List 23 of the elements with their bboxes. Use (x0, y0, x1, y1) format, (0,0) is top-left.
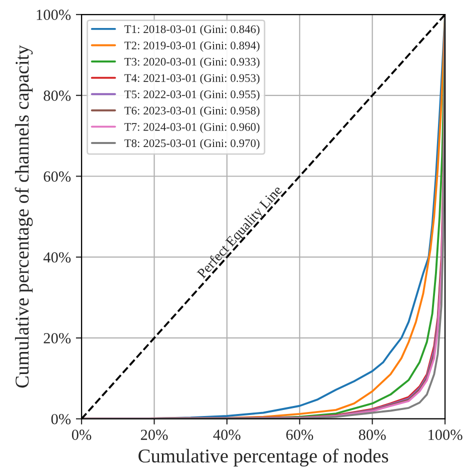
y-tick-label: 20% (44, 333, 71, 344)
legend-label: T3: 2020-03-01 (Gini: 0.933) (124, 58, 260, 68)
y-tick-label: 0% (51, 414, 71, 424)
legend-label: T8: 2025-03-01 (Gini: 0.970) (124, 139, 260, 150)
y-axis-title: Cumulative percentage of channels capacity (14, 45, 33, 388)
line-series (82, 14, 446, 419)
legend-label: T7: 2024-03-01 (Gini: 0.960) (124, 122, 260, 134)
legend-label: T1: 2018-03-01 (Gini: 0.846) (124, 24, 260, 36)
x-tick-label: 80% (358, 430, 386, 440)
legend-label: T6: 2023-03-01 (Gini: 0.958) (124, 106, 260, 117)
y-tick-label: 60% (44, 171, 71, 182)
x-tick-label: 100% (428, 430, 462, 440)
legend-label: T4: 2021-03-01 (Gini: 0.953) (124, 74, 260, 84)
x-tick-label: 20% (140, 430, 168, 440)
x-axis-title: Cumulative percentage of nodes (138, 448, 388, 467)
x-tick-label: 40% (213, 430, 240, 440)
x-tick-label: 0% (72, 430, 92, 440)
y-tick-label: 80% (44, 90, 71, 101)
y-tick-label: 100% (36, 10, 71, 20)
legend-label: T2: 2019-03-01 (Gini: 0.894) (124, 41, 260, 52)
x-tick-label: 60% (286, 430, 314, 440)
legend-label: T5: 2022-03-01 (Gini: 0.955) (124, 90, 260, 101)
y-tick-label: 40% (43, 252, 71, 263)
